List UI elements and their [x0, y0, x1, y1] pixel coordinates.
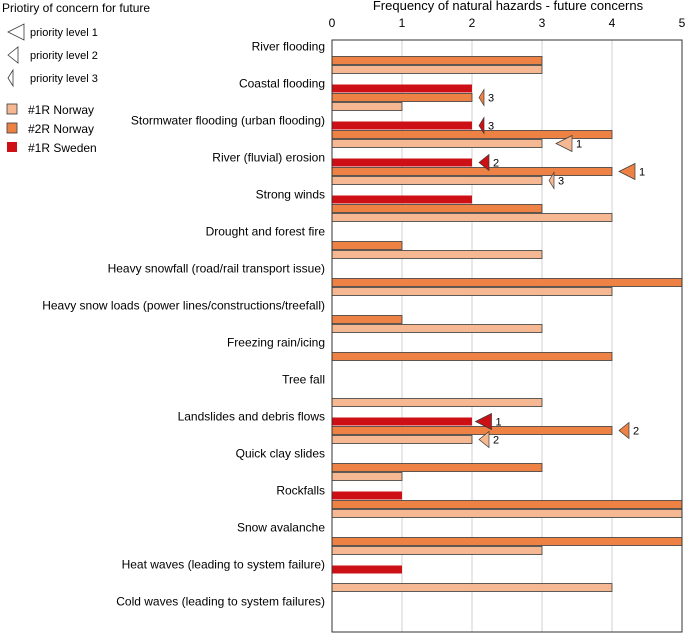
bar-heavy-snowfall-road-rail-transport-issue-1r-norway — [331, 287, 613, 296]
priority-marker-label: 1 — [639, 167, 645, 179]
bar-strong-winds-2r-norway — [331, 204, 543, 213]
priority-marker-1 — [474, 412, 492, 431]
bar-river-fluvial-erosion-1r-norway — [331, 176, 543, 185]
category-label-river-fluvial-erosion: River (fluvial) erosion — [212, 151, 325, 165]
priority-marker-label: 2 — [633, 426, 639, 438]
bar-river-flooding-1r-norway — [331, 65, 543, 74]
priority-marker-2 — [618, 421, 630, 440]
bar-quick-clay-slides-2r-norway — [331, 463, 543, 472]
bar-snow-avalanche-2r-norway — [331, 537, 683, 546]
priority-marker-2 — [478, 430, 490, 449]
x-tick-label: 1 — [399, 16, 406, 30]
bar-rockfalls-1r-sweden — [332, 491, 402, 500]
category-label-heavy-snowfall-road-rail-transport-issue: Heavy snowfall (road/rail transport issu… — [108, 262, 325, 276]
x-tick-label: 4 — [609, 16, 616, 30]
bar-heavy-snowfall-road-rail-transport-issue-2r-norway — [331, 278, 683, 287]
priority-legend-label-3: priority level 3 — [30, 73, 98, 85]
chart-title: Frequency of natural hazards - future co… — [373, 0, 644, 13]
bar-heat-waves-leading-to-system-failure-1r-sweden — [332, 565, 402, 574]
bar-strong-winds-1r-norway — [331, 213, 613, 222]
bar-heavy-snow-loads-power-lines-constructions-treefall-2r-norway — [331, 315, 403, 324]
category-label-drought-and-forest-fire: Drought and forest fire — [206, 225, 326, 239]
bar-heavy-snow-loads-power-lines-constructions-treefall-1r-norway — [331, 324, 543, 333]
bar-rockfalls-2r-norway — [331, 500, 683, 509]
bar-stormwater-flooding-urban-flooding-1r-norway — [331, 139, 543, 148]
priority-marker-label: 3 — [488, 93, 494, 105]
category-label-heat-waves-leading-to-system-failure: Heat waves (leading to system failure) — [122, 558, 325, 572]
category-label-heavy-snow-loads-power-lines-constructions-treefall: Heavy snow loads (power lines/constructi… — [42, 299, 325, 313]
x-axis-ticks: 0 1 2 3 4 5 — [329, 16, 685, 30]
category-label-tree-fall: Tree fall — [282, 373, 325, 387]
bar-coastal-flooding-1r-norway — [331, 102, 403, 111]
bar-landslides-and-debris-flows-2r-norway — [331, 426, 613, 435]
bar-strong-winds-1r-sweden — [332, 195, 472, 204]
priority-marker-label: 3 — [558, 176, 564, 188]
bar-landslides-and-debris-flows-1r-norway — [331, 435, 473, 444]
x-tick-label: 2 — [469, 16, 476, 30]
series-legend-swatch-1r-norway — [6, 103, 18, 115]
priority-markers: 3 3 1 2 1 3 1 2 2 — [474, 88, 645, 449]
x-tick-label: 5 — [679, 16, 685, 30]
priority-legend-label-1: priority level 1 — [30, 27, 98, 39]
priority-legend: priority level 1 priority level 2 priority… — [7, 23, 98, 88]
bar-coastal-flooding-1r-sweden — [332, 84, 472, 93]
priority-legend-title: Priotiry of concern for future — [2, 1, 150, 15]
category-label-snow-avalanche: Snow avalanche — [237, 521, 325, 535]
category-label-rockfalls: Rockfalls — [276, 484, 325, 498]
bars — [331, 56, 683, 592]
series-legend-swatch-1r-sweden — [7, 142, 17, 152]
category-label-river-flooding: River flooding — [252, 40, 325, 54]
bar-rockfalls-1r-norway — [331, 509, 683, 518]
priority-legend-triangle-1 — [7, 23, 25, 41]
priority-marker-3 — [478, 116, 485, 135]
priority-legend-triangle-2 — [7, 46, 19, 64]
priority-marker-label: 1 — [576, 139, 582, 151]
category-labels: River flooding Coastal flooding Stormwater… — [42, 40, 325, 609]
priority-marker-3 — [548, 171, 555, 190]
series-legend-label-2r-norway: #2R Norway — [28, 122, 94, 136]
priority-marker-label: 2 — [493, 158, 499, 170]
category-label-freezing-rain-icing: Freezing rain/icing — [227, 336, 325, 350]
plot-frame — [331, 39, 683, 633]
category-label-landslides-and-debris-flows: Landslides and debris flows — [178, 410, 325, 424]
bar-drought-and-forest-fire-1r-norway — [331, 250, 543, 259]
bar-stormwater-flooding-urban-flooding-1r-sweden — [332, 121, 472, 130]
series-legend: #1R Norway #2R Norway #1R Sweden — [6, 103, 97, 155]
bar-river-flooding-2r-norway — [331, 56, 543, 65]
category-label-cold-waves-leading-to-system-failures: Cold waves (leading to system failures) — [116, 595, 325, 609]
bar-heat-waves-leading-to-system-failure-1r-norway — [331, 583, 613, 592]
priority-marker-label: 3 — [488, 121, 494, 133]
priority-marker-1 — [555, 134, 573, 153]
bar-landslides-and-debris-flows-1r-sweden — [332, 417, 472, 426]
series-legend-swatch-2r-norway — [6, 122, 18, 134]
priority-marker-1 — [618, 162, 636, 181]
priority-marker-label: 2 — [493, 435, 499, 447]
category-label-strong-winds: Strong winds — [256, 188, 325, 202]
series-legend-label-1r-norway: #1R Norway — [28, 103, 94, 117]
bar-river-fluvial-erosion-1r-sweden — [332, 158, 472, 167]
category-label-coastal-flooding: Coastal flooding — [239, 77, 325, 91]
priority-marker-2 — [478, 153, 490, 172]
bar-drought-and-forest-fire-2r-norway — [331, 241, 403, 250]
category-label-quick-clay-slides: Quick clay slides — [236, 447, 325, 461]
x-tick-label: 0 — [329, 16, 336, 30]
category-label-stormwater-flooding-urban-flooding: Stormwater flooding (urban flooding) — [131, 114, 325, 128]
bar-snow-avalanche-1r-norway — [331, 546, 543, 555]
bar-tree-fall-1r-norway — [331, 398, 543, 407]
priority-marker-3 — [478, 88, 485, 107]
bar-quick-clay-slides-1r-norway — [331, 472, 403, 481]
series-legend-label-1r-sweden: #1R Sweden — [28, 141, 97, 155]
bar-freezing-rain-icing-2r-norway — [331, 352, 613, 361]
x-tick-label: 3 — [539, 16, 546, 30]
priority-legend-label-2: priority level 2 — [30, 50, 98, 62]
bar-river-fluvial-erosion-2r-norway — [331, 167, 613, 176]
priority-legend-triangle-3 — [7, 68, 14, 88]
priority-marker-label: 1 — [496, 417, 502, 429]
bar-coastal-flooding-2r-norway — [331, 93, 473, 102]
